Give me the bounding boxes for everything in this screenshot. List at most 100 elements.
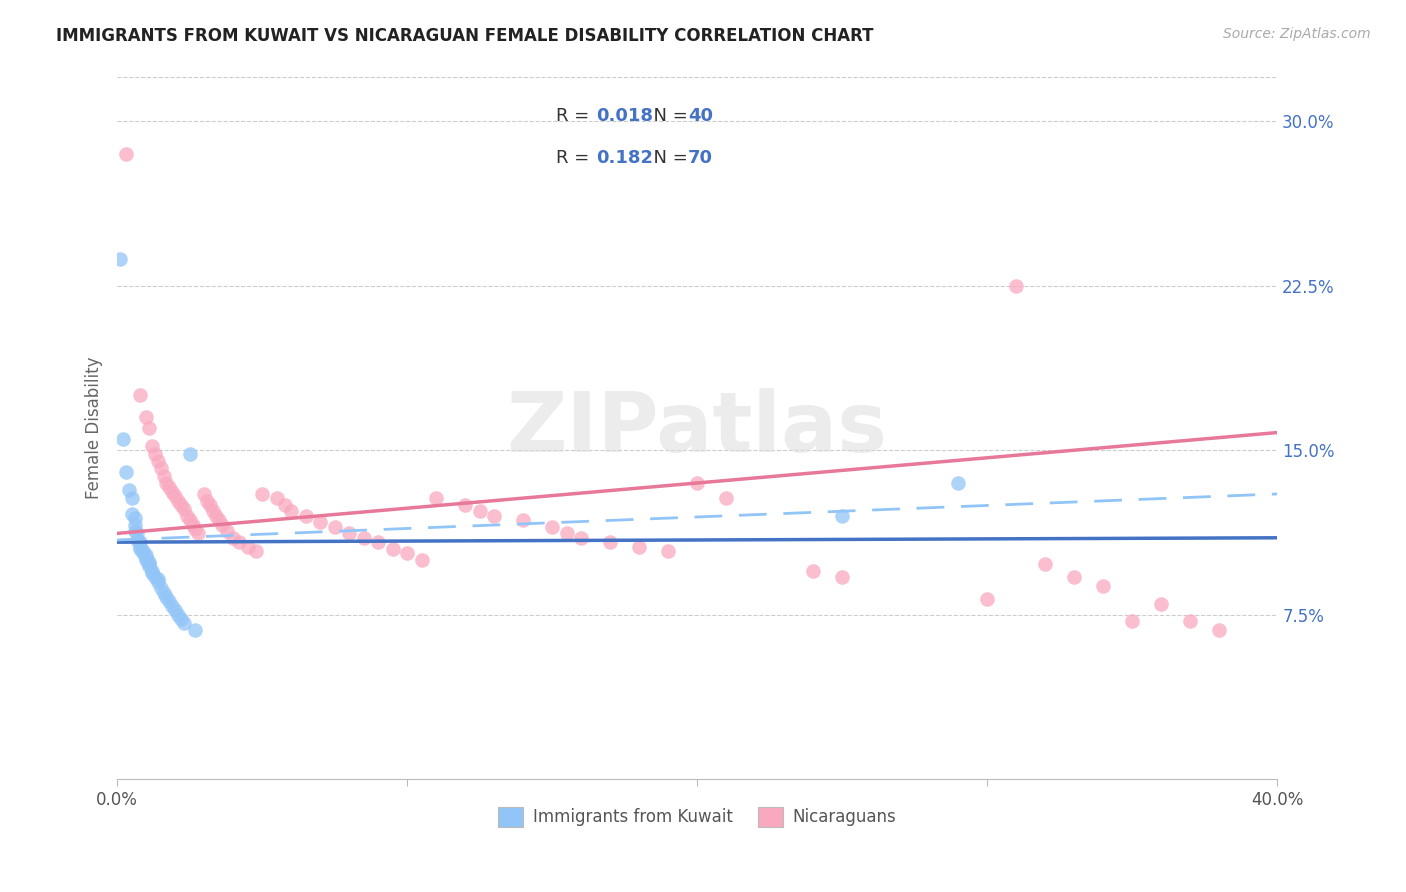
Point [138,421,160,435]
Point [115,147,138,161]
Point [323,520,346,534]
Point [1063,570,1085,584]
Text: IMMIGRANTS FROM KUWAIT VS NICARAGUAN FEMALE DISABILITY CORRELATION CHART: IMMIGRANTS FROM KUWAIT VS NICARAGUAN FEM… [56,27,873,45]
Point [198,498,221,512]
Point [280,504,302,518]
Point [170,612,193,626]
Point [129,541,152,556]
Point [138,559,160,574]
Point [425,491,447,506]
Point [118,483,141,497]
Point [716,491,738,506]
Point [201,504,224,518]
Point [628,540,651,554]
Point [195,493,218,508]
Point [801,564,824,578]
Point [149,460,172,475]
Point [211,517,233,532]
Point [250,487,273,501]
Point [138,557,160,571]
Point [165,603,187,617]
Point [121,491,143,506]
Point [411,552,433,566]
Point [132,544,155,558]
Point [1208,623,1230,637]
Point [146,574,169,589]
Point [138,555,160,569]
Text: Source: ZipAtlas.com: Source: ZipAtlas.com [1223,27,1371,41]
Point [484,508,506,523]
Point [228,535,250,549]
Point [167,607,190,622]
Point [599,535,621,549]
Point [204,508,226,523]
Point [181,517,204,532]
Point [132,546,155,560]
Y-axis label: Female Disability: Female Disability [86,357,103,500]
Point [146,454,169,468]
Point [127,526,149,541]
Point [948,475,970,490]
Point [135,550,157,565]
Point [187,526,209,541]
Point [124,511,146,525]
Point [155,590,177,604]
Point [173,616,195,631]
Point [831,508,853,523]
Point [831,570,853,584]
Point [274,498,297,512]
Point [236,540,259,554]
Point [108,252,131,267]
Point [454,498,477,512]
Point [294,508,316,523]
Text: R =: R = [555,107,595,125]
Point [1121,614,1143,628]
Point [129,388,152,402]
Point [184,623,207,637]
Point [162,599,184,613]
Point [152,469,174,483]
Point [141,439,163,453]
Point [555,526,578,541]
Point [135,410,157,425]
Point [179,448,201,462]
Point [353,531,375,545]
Text: 70: 70 [688,149,713,167]
Point [141,564,163,578]
Point [135,552,157,566]
Text: N =: N = [641,149,693,167]
Point [512,513,534,527]
Point [208,513,231,527]
Point [179,513,201,527]
Point [569,531,592,545]
Text: 0.182: 0.182 [596,149,654,167]
Point [129,540,152,554]
Text: ZIPatlas: ZIPatlas [506,388,887,468]
Point [146,573,169,587]
Point [124,517,146,532]
Point [141,566,163,580]
Point [152,585,174,599]
Point [184,522,207,536]
Point [193,487,215,501]
Point [111,432,134,446]
Point [976,592,998,607]
Point [337,526,360,541]
Point [217,524,239,539]
Point [135,549,157,563]
Point [143,448,166,462]
Point [396,546,419,560]
Point [173,502,195,516]
Point [367,535,389,549]
Point [1150,597,1173,611]
Point [1005,278,1028,293]
Point [468,504,491,518]
Point [222,531,245,545]
Legend: Immigrants from Kuwait, Nicaraguans: Immigrants from Kuwait, Nicaraguans [491,800,903,834]
Point [170,498,193,512]
Point [381,541,404,556]
Point [124,524,146,539]
Point [143,570,166,584]
Point [155,475,177,490]
Point [127,533,149,547]
